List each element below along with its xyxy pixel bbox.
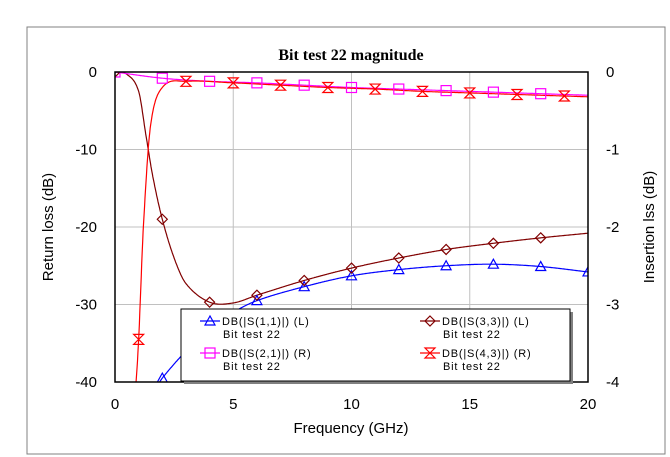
- marker-diamond: [251, 289, 263, 302]
- marker-square: [535, 88, 547, 100]
- legend-entry-name: DB(|S(1,1)|) (L): [222, 316, 310, 328]
- marker-hourglass: [179, 75, 193, 87]
- marker-triangle: [156, 371, 168, 382]
- marker-hourglass: [557, 90, 571, 102]
- marker-square: [393, 83, 405, 95]
- tick-labels: 0 5 10 15 20 0 -10 -20 -30 -40 0 -1 -2 -3 -4: [75, 64, 619, 413]
- marker-hourglass: [368, 83, 382, 95]
- legend-entry-sub: Bit test 22: [443, 329, 501, 341]
- y-axis-right-label: Insertion lss (dB): [641, 171, 658, 284]
- marker-triangle: [345, 269, 358, 281]
- marker-square: [156, 72, 168, 84]
- y-left-tick-label: -40: [75, 374, 97, 391]
- y-right-tick-label: -1: [606, 142, 619, 159]
- x-tick-label: 20: [580, 396, 597, 413]
- marker-square: [487, 86, 499, 98]
- x-tick-label: 10: [343, 396, 360, 413]
- legend-entry-sub: Bit test 22: [443, 361, 501, 373]
- marker-diamond: [298, 274, 311, 287]
- x-axis-label: Frequency (GHz): [293, 420, 408, 437]
- marker-triangle: [392, 263, 405, 275]
- marker-hourglass: [132, 333, 146, 345]
- marker-hourglass: [274, 79, 287, 91]
- marker-square: [440, 84, 452, 97]
- marker-triangle: [581, 265, 588, 277]
- marker-diamond: [345, 262, 358, 274]
- legend-entry-name: DB(|S(2,1)|) (R): [222, 348, 311, 360]
- x-tick-label: 0: [111, 396, 119, 413]
- marker-hourglass: [321, 81, 335, 94]
- x-tick-label: 15: [461, 396, 478, 413]
- y-left-tick-label: -30: [75, 297, 97, 314]
- legend: DB(|S(1,1)|) (L)Bit test 22DB(|S(3,3)|) …: [180, 308, 573, 384]
- marker-triangle: [440, 259, 453, 271]
- marker-diamond: [534, 232, 547, 244]
- marker-triangle: [534, 260, 547, 272]
- marker-hourglass: [423, 347, 437, 359]
- y-axis-left-label: Return loss (dB): [40, 173, 57, 281]
- marker-hourglass: [510, 88, 524, 101]
- series-line-3: [135, 80, 588, 382]
- marker-square: [298, 79, 310, 91]
- marker-diamond: [487, 237, 500, 250]
- chart-title: Bit test 22 magnitude: [278, 47, 423, 64]
- legend-entry-sub: Bit test 22: [223, 361, 281, 373]
- marker-triangle: [487, 257, 500, 269]
- marker-square: [251, 77, 263, 89]
- y-left-tick-label: -10: [75, 142, 97, 159]
- y-right-tick-label: 0: [606, 64, 614, 81]
- legend-entry-name: DB(|S(3,3)|) (L): [442, 316, 530, 328]
- marker-triangle: [298, 280, 311, 292]
- marker-diamond: [440, 243, 452, 256]
- series-line-1: [115, 72, 588, 305]
- series-lines: [115, 72, 588, 382]
- marker-square: [345, 81, 358, 94]
- y-right-tick-label: -2: [606, 219, 619, 236]
- marker-diamond: [156, 213, 169, 226]
- marker-diamond: [392, 252, 405, 264]
- marker-hourglass: [226, 77, 240, 89]
- marker-triangle: [250, 294, 263, 306]
- marker-square: [204, 347, 216, 359]
- legend-entry-name: DB(|S(4,3)|) (R): [442, 348, 531, 360]
- y-left-tick-label: 0: [89, 64, 97, 81]
- marker-square: [204, 75, 216, 87]
- legend-entry-sub: Bit test 22: [223, 329, 281, 341]
- marker-diamond: [203, 296, 216, 309]
- marker-hourglass: [463, 87, 477, 99]
- x-tick-label: 5: [229, 396, 237, 413]
- y-right-tick-label: -4: [606, 374, 619, 391]
- y-right-tick-label: -3: [606, 297, 619, 314]
- marker-hourglass: [416, 85, 429, 97]
- marker-diamond: [424, 315, 436, 327]
- marker-triangle: [203, 314, 217, 326]
- y-left-tick-label: -20: [75, 219, 97, 236]
